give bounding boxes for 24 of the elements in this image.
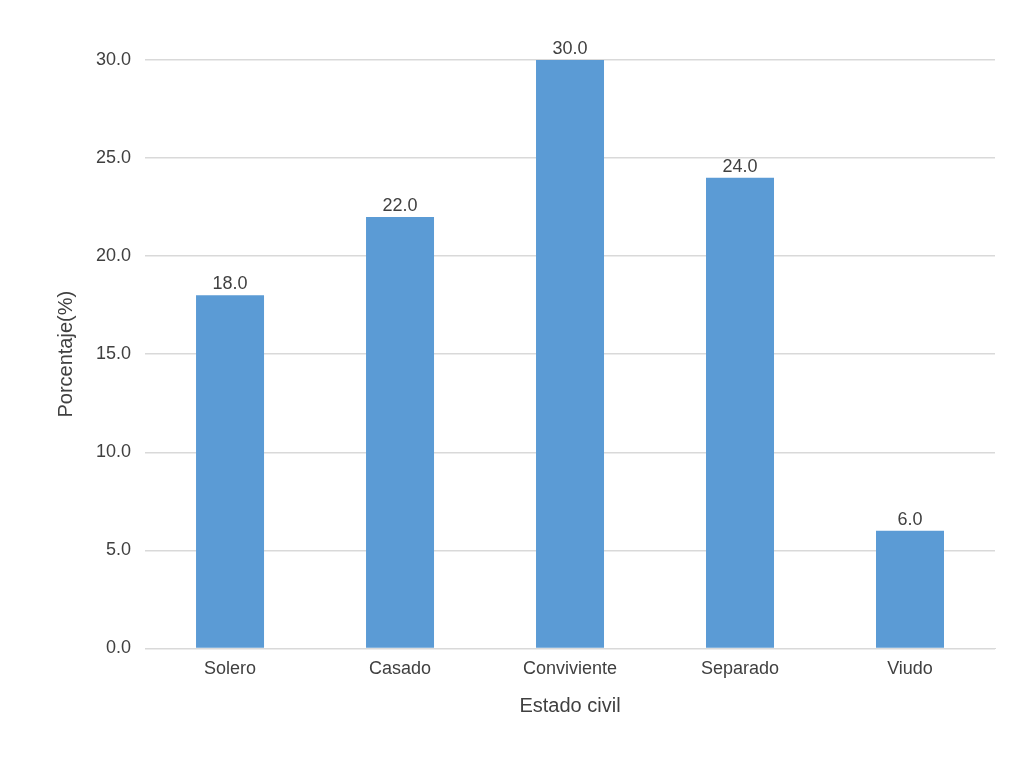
data-label: 6.0 [897,508,923,529]
bar [366,216,435,648]
y-tick-label: 30.0 [95,48,132,69]
data-label: 18.0 [212,273,248,294]
bar [706,177,775,648]
y-tick-label: 15.0 [95,343,132,364]
y-tick-label: 25.0 [95,147,132,168]
x-tick-label: Casado [369,658,432,679]
bar [196,295,265,648]
bar [536,60,605,648]
y-tick-label: 0.0 [106,637,132,658]
data-label: 30.0 [552,37,588,58]
y-tick-label: 20.0 [95,245,132,266]
x-tick-label: Separado [700,658,780,679]
y-axis-title: Porcentaje(%) [53,290,76,418]
x-axis-title: Estado civil [519,693,621,716]
data-label: 22.0 [382,194,418,215]
y-tick-label: 10.0 [95,441,132,462]
x-tick-label: Conviviente [522,658,618,679]
data-label: 24.0 [722,155,758,176]
y-tick-label: 5.0 [106,539,132,560]
x-tick-label: Viudo [887,658,933,679]
bar [876,530,944,648]
x-tick-label: Solero [204,658,257,679]
